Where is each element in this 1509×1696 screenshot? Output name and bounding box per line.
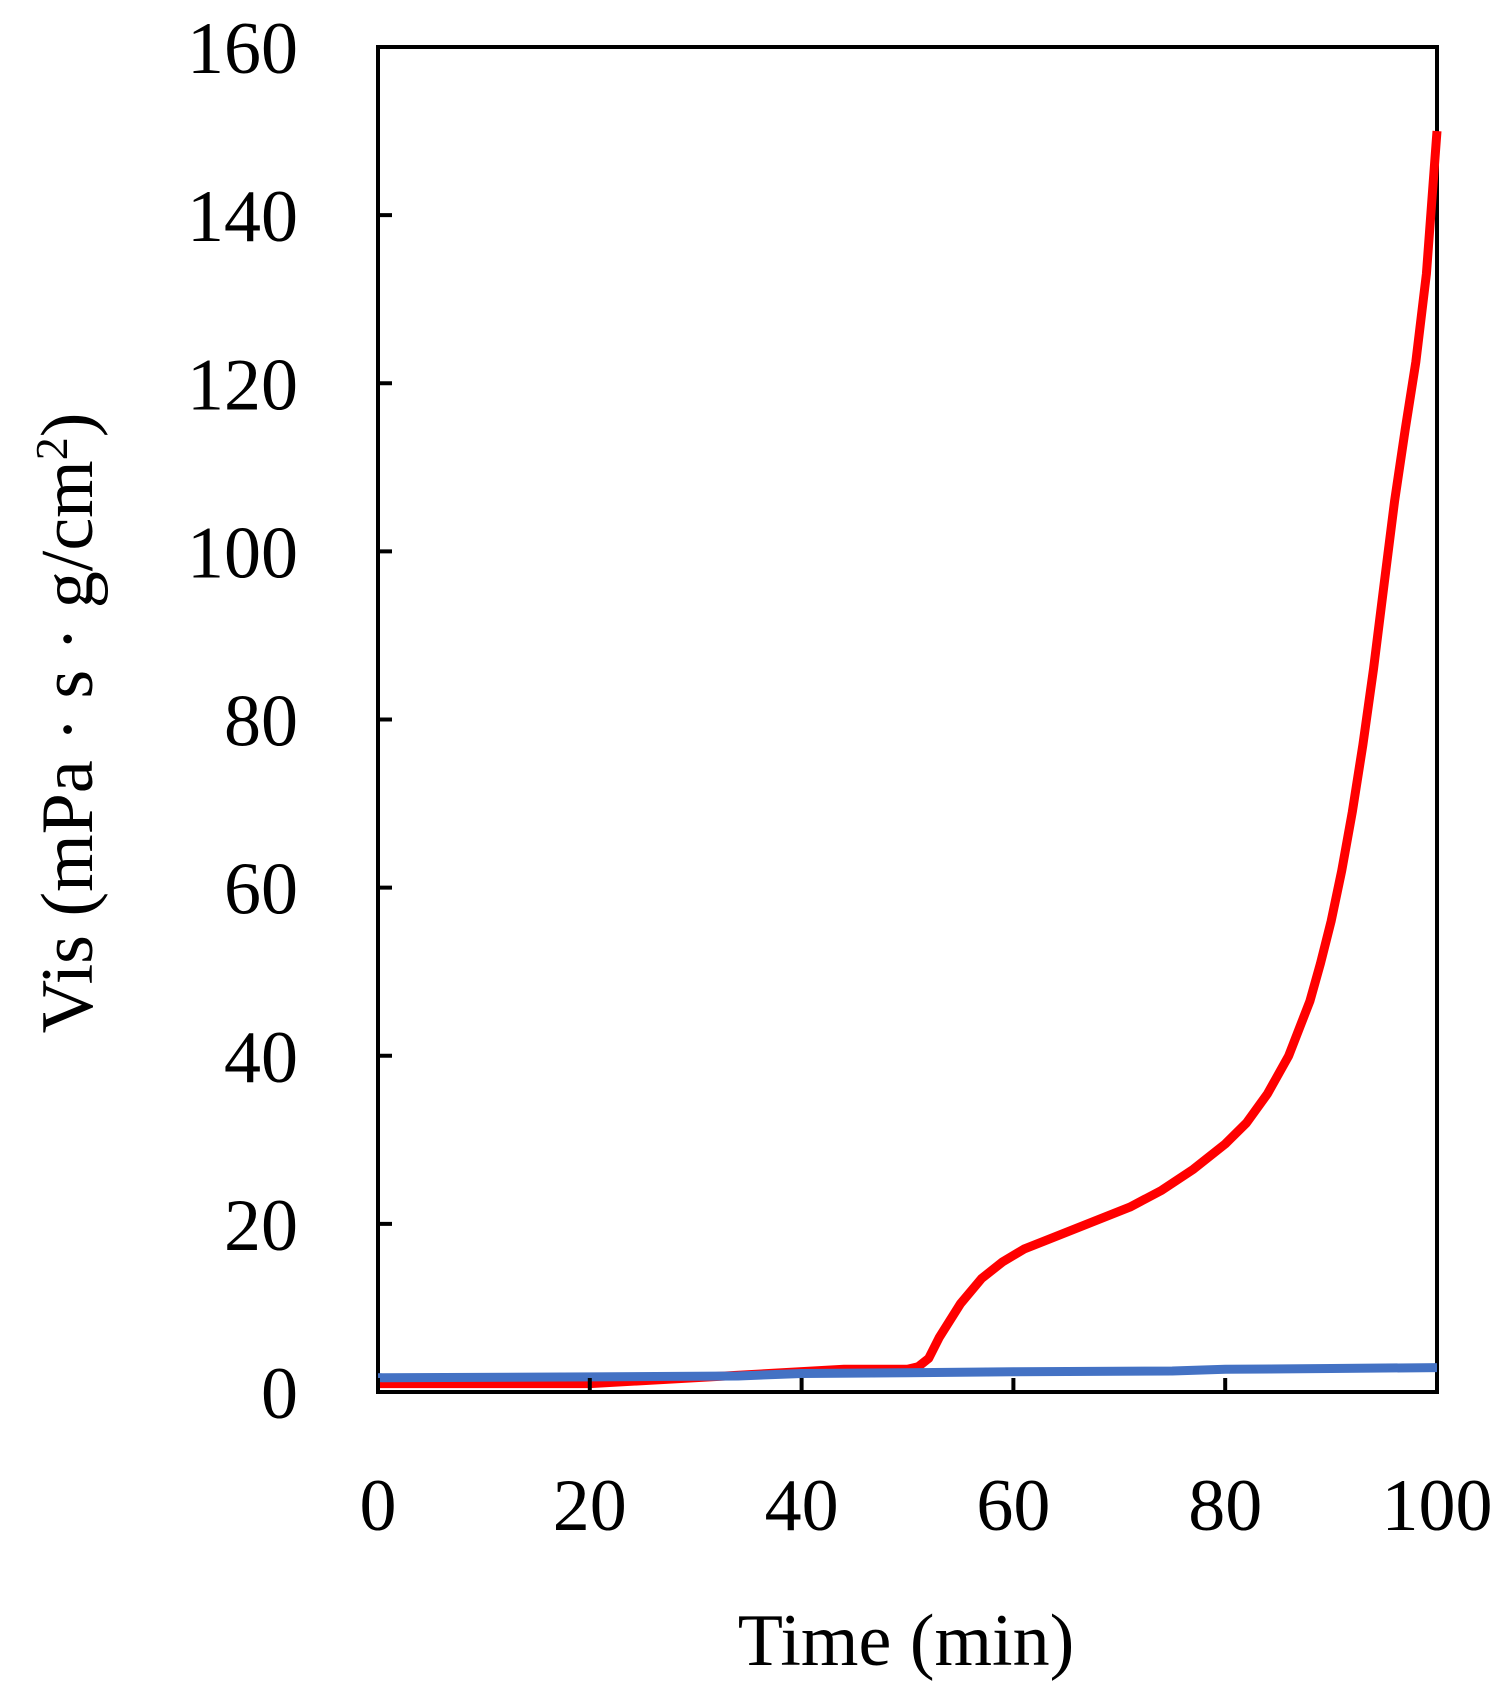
x-tick-label: 0: [360, 1465, 397, 1547]
x-tick-label: 100: [1382, 1465, 1493, 1547]
series-layer: [377, 130, 1442, 1389]
x-axis-ticks: 0 20 40 60 80 100: [360, 1378, 1493, 1547]
plot-area: [376, 45, 1439, 1394]
y-axis-title-superscript: 2: [26, 437, 77, 460]
y-tick-label: 80: [224, 681, 298, 763]
plot-frame: [376, 45, 1439, 1394]
x-tick-label: 20: [553, 1465, 627, 1547]
series-line-1: [377, 1363, 1438, 1383]
x-tick-label: 80: [1188, 1465, 1262, 1547]
y-tick-label: 120: [187, 344, 298, 426]
y-tick-label: 160: [187, 8, 298, 90]
y-tick-label: 100: [187, 512, 298, 594]
y-axis-title-text: Vis (mPa · s · g/cm: [27, 460, 109, 1033]
y-axis-title: Vis (mPa · s · g/cm2): [26, 413, 110, 1034]
y-tick-label: 20: [224, 1185, 298, 1267]
series-line-0: [378, 130, 1442, 1389]
x-axis-title: Time (min): [738, 1600, 1074, 1682]
y-tick-label: 40: [224, 1017, 298, 1099]
x-tick-label: 40: [765, 1465, 839, 1547]
x-tick-label: 60: [976, 1465, 1050, 1547]
y-axis-ticks: 0 20 40 60 80 100 120 140 160: [187, 8, 392, 1435]
y-axis-title-suffix: ): [27, 413, 109, 438]
y-tick-label: 0: [261, 1353, 298, 1435]
y-tick-label: 60: [224, 849, 298, 931]
y-tick-label: 140: [187, 176, 298, 258]
